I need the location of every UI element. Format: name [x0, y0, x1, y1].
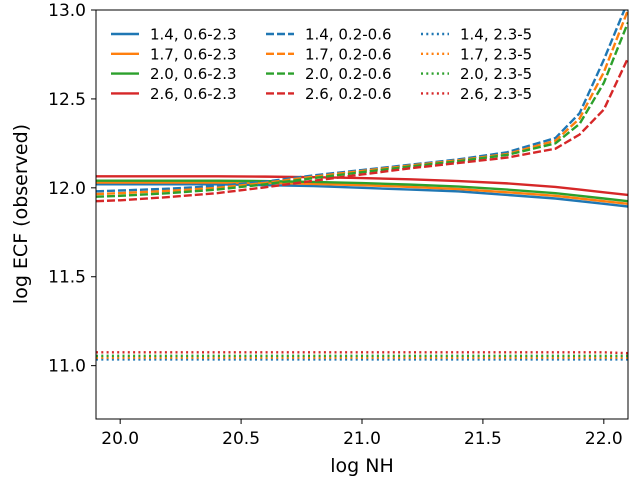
x-tick-label: 22.0: [585, 429, 623, 449]
y-tick-label: 12.5: [48, 90, 86, 110]
y-tick-label: 12.0: [48, 179, 86, 199]
legend-label-1-4-0-6-2-3: 1.4, 0.6-2.3: [150, 26, 237, 44]
y-axis-label: log ECF (observed): [10, 124, 32, 304]
y-tick-label: 11.5: [48, 268, 86, 288]
legend-label-2-6-2-3-5: 2.6, 2.3-5: [460, 85, 532, 103]
legend-label-1-7-2-3-5: 1.7, 2.3-5: [460, 45, 532, 63]
series-line-1-4-0-6-2-3: [96, 183, 628, 208]
plot-area: [96, 10, 628, 419]
x-tick-label: 20.0: [101, 429, 139, 449]
series-line-2-6-2-3-5: [96, 351, 628, 355]
legend-label-1-4-0-2-0-6: 1.4, 0.2-0.6: [305, 26, 392, 44]
legend-label-2-0-0-6-2-3: 2.0, 0.6-2.3: [150, 65, 237, 83]
x-tick-label: 21.5: [464, 429, 502, 449]
series-line-2-0-0-2-0-6: [96, 22, 628, 198]
y-tick-label: 13.0: [48, 1, 86, 21]
legend-label-2-6-0-2-0-6: 2.6, 0.2-0.6: [305, 85, 392, 103]
legend-label-1-7-0-2-0-6: 1.7, 0.2-0.6: [305, 45, 392, 63]
legend: 1.4, 0.6-2.31.7, 0.6-2.3 2.0, 0.6-2.3 2.6,…: [111, 26, 532, 103]
y-tick-label: 11.0: [48, 357, 86, 377]
legend-label-2-6-0-6-2-3: 2.6, 0.6-2.3: [150, 85, 237, 103]
series-line-1-7-0-6-2-3: [96, 181, 628, 206]
legend-label-2-0-2-3-5: 2.0, 2.3-5: [460, 65, 532, 83]
series-layer: [96, 10, 628, 361]
series-line-2-6-0-2-0-6: [96, 57, 628, 203]
series-line-2-0-0-6-2-3: [96, 179, 628, 203]
x-tick-label: 21.0: [343, 429, 381, 449]
x-axis-label: log NH: [330, 455, 394, 477]
legend-label-2-0-0-2-0-6: 2.0, 0.2-0.6: [305, 65, 392, 83]
legend-label-1-7-0-6-2-3: 1.7, 0.6-2.3: [150, 45, 237, 63]
legend-label-1-4-2-3-5: 1.4, 2.3-5: [460, 26, 532, 44]
x-tick-label: 20.5: [222, 429, 260, 449]
series-line-2-6-0-6-2-3: [96, 175, 628, 197]
axes: 20.0 20.5 21.0 21.5 22.0 11.0 11.5 12.0 12.5 13.0: [48, 1, 629, 449]
